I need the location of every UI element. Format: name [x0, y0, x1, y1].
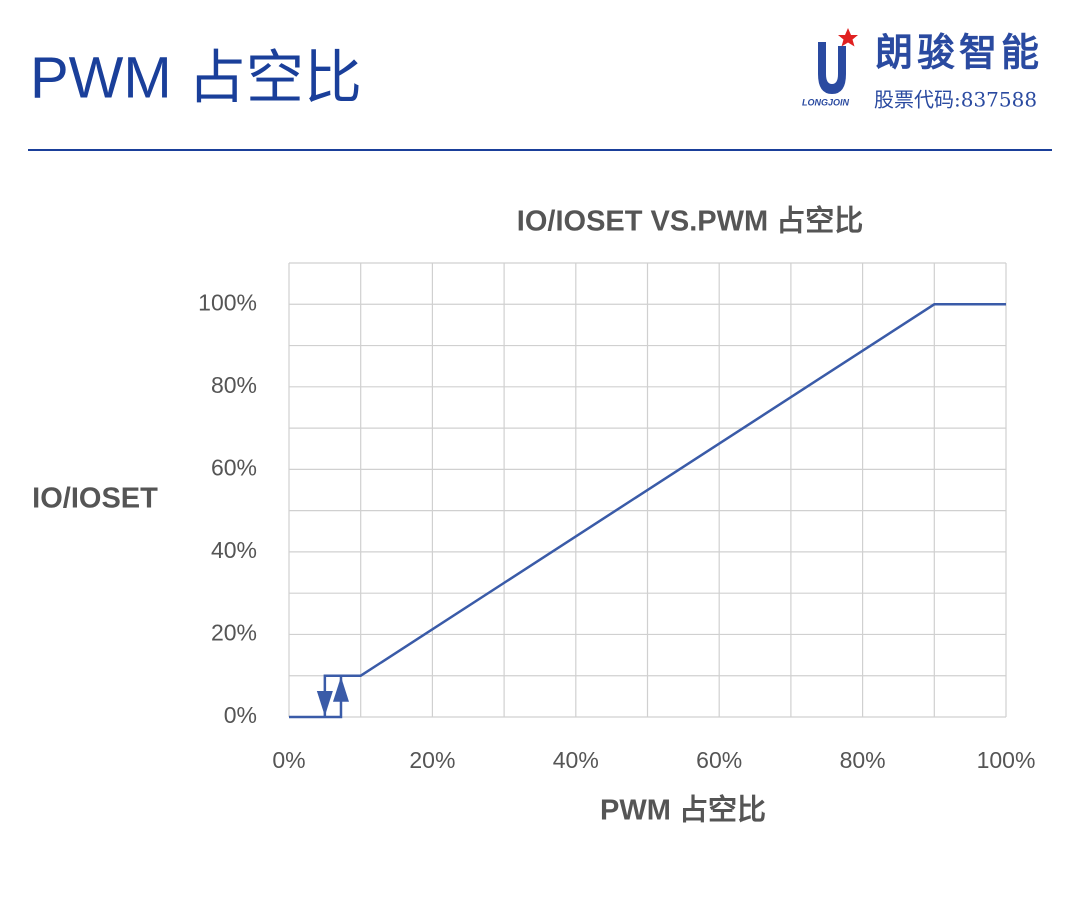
logo — [818, 28, 858, 94]
x-axis-label: PWM 占空比 — [600, 793, 766, 827]
x-tick-label: 20% — [409, 747, 455, 773]
x-tick-label: 60% — [696, 747, 742, 773]
y-tick-label: 60% — [211, 454, 257, 480]
x-tick-label: 40% — [553, 747, 599, 773]
y-axis-label: IO/IOSET — [32, 483, 158, 515]
chart-title: IO/IOSET VS.PWM 占空比 — [517, 204, 863, 238]
y-tick-label: 100% — [198, 289, 257, 315]
x-tick-label: 100% — [977, 747, 1036, 773]
stock-code: 股票代码:837588 — [874, 88, 1037, 112]
y-tick-label: 20% — [211, 620, 257, 646]
data-line — [289, 303, 1006, 719]
brand-en: LONGJOIN — [802, 97, 850, 107]
x-tick-label: 0% — [272, 747, 305, 773]
x-tick-label: 80% — [840, 747, 886, 773]
slide-title: PWM 占空比 — [30, 45, 362, 110]
brand-name: 朗骏智能 — [875, 30, 1043, 75]
logo-mark — [818, 42, 846, 94]
direction-arrow — [332, 676, 349, 702]
direction-arrow — [316, 691, 333, 716]
y-tick-label: 40% — [211, 537, 257, 563]
y-tick-label: 0% — [224, 702, 257, 728]
y-tick-label: 80% — [211, 372, 257, 398]
logo-star — [838, 28, 858, 47]
